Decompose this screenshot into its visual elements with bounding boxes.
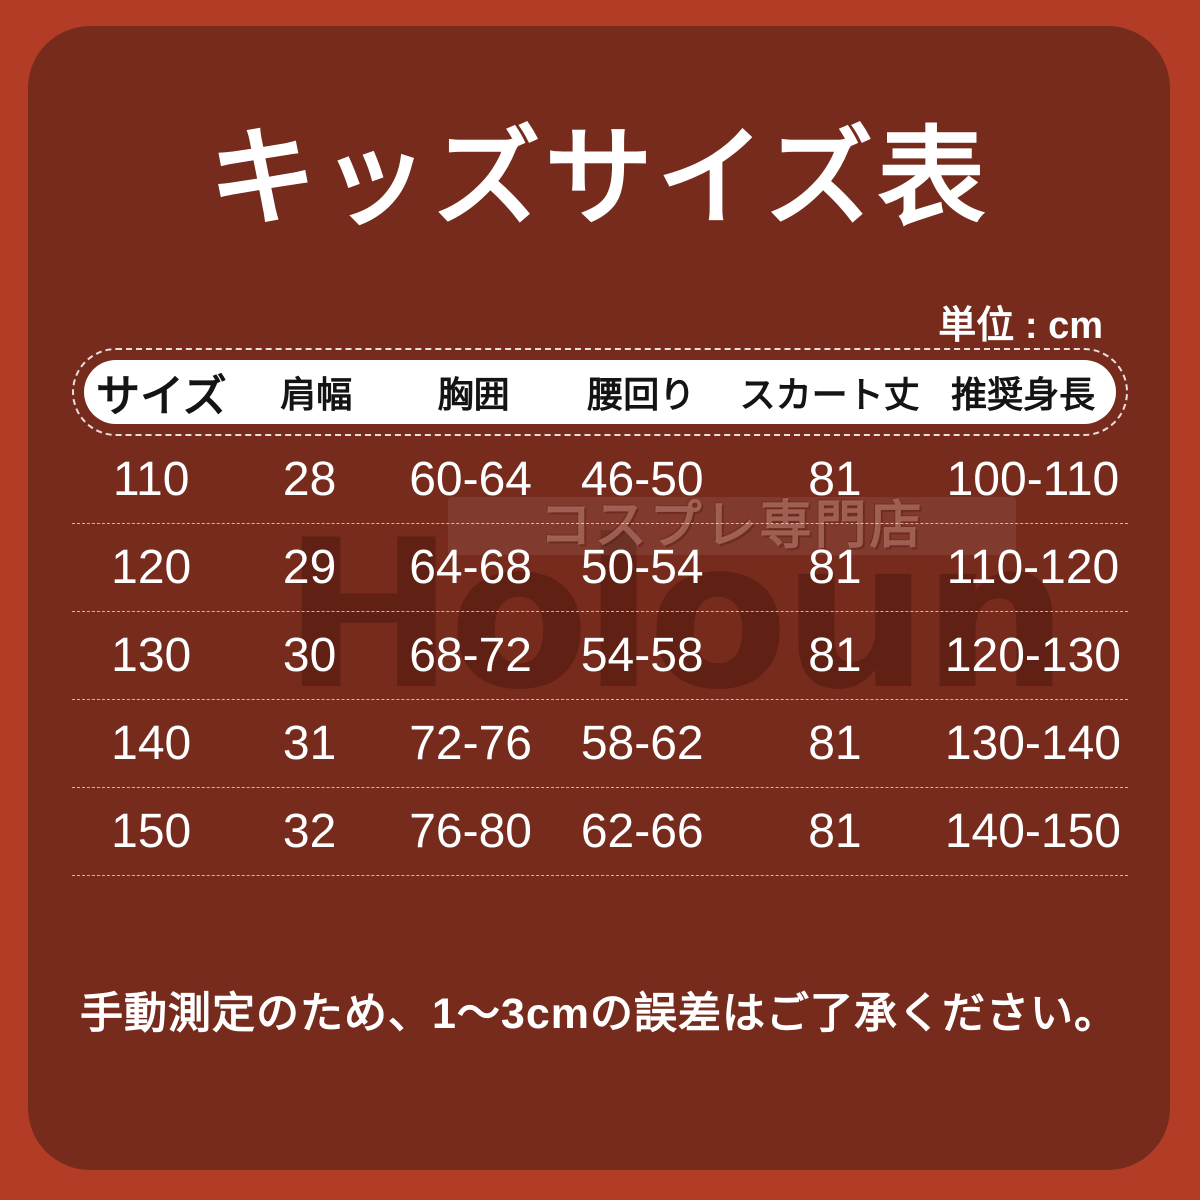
cell-size: 130 (111, 629, 192, 682)
column-header-recommended-height: 推奨身長 (951, 374, 1096, 416)
table-row: 130 30 68-72 54-58 81 120-130 (72, 612, 1128, 700)
size-table-body: 110 28 60-64 46-50 81 100-110 120 29 64-… (72, 436, 1128, 876)
table-header-dashed-outline: サイズ 肩幅 胸囲 腰回り スカート丈 推奨身長 (72, 348, 1128, 436)
cell-shoulder: 29 (282, 541, 337, 594)
cell-size: 110 (112, 453, 190, 506)
column-header-size: サイズ (96, 371, 227, 422)
cell-waist: 58-62 (580, 717, 704, 770)
cell-waist: 54-58 (580, 629, 704, 682)
cell-skirt-length: 81 (808, 717, 862, 770)
table-header-row: サイズ 肩幅 胸囲 腰回り スカート丈 推奨身長 (84, 360, 1116, 424)
cell-recommended-height: 110-120 (946, 541, 1120, 594)
table-row: 110 28 60-64 46-50 81 100-110 (72, 436, 1128, 524)
cell-chest: 72-76 (409, 717, 532, 770)
column-header-shoulder: 肩幅 (280, 374, 353, 416)
cell-recommended-height: 100-110 (946, 453, 1120, 506)
column-header-skirt-length: スカート丈 (739, 374, 920, 416)
size-chart-panel: Holoun コスプレ専門店 キッズサイズ表 単位 : cm サイズ 肩幅 胸囲… (28, 26, 1170, 1170)
cell-chest: 76-80 (409, 805, 532, 858)
cell-chest: 60-64 (409, 453, 532, 506)
column-header-chest: 胸囲 (437, 374, 510, 416)
cell-recommended-height: 120-130 (944, 629, 1121, 682)
cell-shoulder: 28 (282, 453, 337, 506)
cell-waist: 50-54 (580, 541, 704, 594)
page-title: キッズサイズ表 (208, 115, 990, 241)
cell-skirt-length: 81 (808, 805, 862, 858)
unit-label: 単位 : cm (938, 305, 1103, 347)
cell-waist: 46-50 (580, 453, 704, 506)
cell-skirt-length: 81 (808, 453, 862, 506)
cell-skirt-length: 81 (808, 629, 862, 682)
cell-chest: 68-72 (409, 629, 532, 682)
cell-recommended-height: 130-140 (944, 717, 1121, 770)
cell-size: 150 (111, 805, 192, 858)
table-row: 140 31 72-76 58-62 81 130-140 (72, 700, 1128, 788)
cell-shoulder: 31 (282, 717, 337, 770)
measurement-note: 手動測定のため、1〜3cmの誤差はご了承ください。 (80, 990, 1118, 1038)
table-row: 150 32 76-80 62-66 81 140-150 (72, 788, 1128, 876)
cell-recommended-height: 140-150 (944, 805, 1121, 858)
cell-chest: 64-68 (409, 541, 532, 594)
cell-size: 120 (111, 541, 192, 594)
column-header-waist: 腰回り (587, 374, 696, 416)
cell-skirt-length: 81 (808, 541, 862, 594)
table-row: 120 29 64-68 50-54 81 110-120 (72, 524, 1128, 612)
cell-shoulder: 30 (282, 629, 337, 682)
cell-waist: 62-66 (580, 805, 704, 858)
cell-shoulder: 32 (282, 805, 337, 858)
cell-size: 140 (111, 717, 192, 770)
